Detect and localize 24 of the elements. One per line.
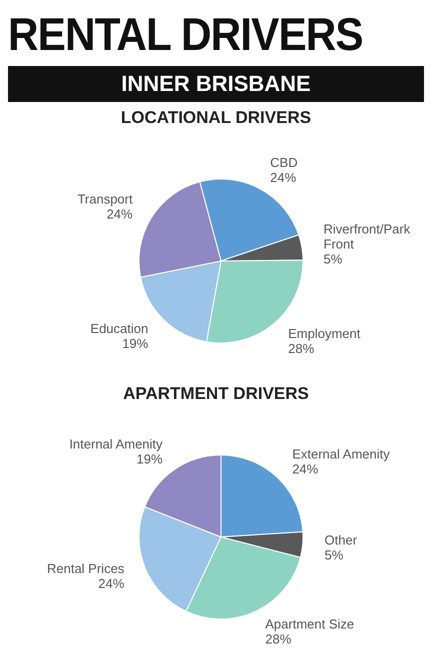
slice-label: Internal Amenity	[69, 436, 164, 452]
slice-label: Education	[90, 320, 148, 336]
slice-label: External Amenity	[292, 446, 390, 462]
data-label: 28%	[265, 632, 292, 647]
text: INNER BRISBANE	[8, 66, 424, 102]
data-label: 24%	[106, 206, 134, 222]
data-label: 24%	[98, 576, 125, 591]
data-label: 5%	[324, 547, 344, 562]
slice-label: Apartment Size	[265, 616, 354, 632]
slice-label: CBD	[270, 154, 298, 170]
slice-label: Rental Prices	[46, 560, 125, 576]
data-label: 19%	[122, 336, 149, 351]
chart-title: APARTMENT DRIVERS	[122, 384, 310, 404]
chart-title: LOCATIONAL DRIVERS	[120, 108, 312, 128]
slice-label: Riverfront/Park Front	[324, 222, 411, 252]
slice-label: Employment	[288, 326, 361, 341]
data-label: 5%	[324, 252, 343, 267]
slice-label: Transport	[77, 192, 133, 207]
data-label: 24%	[292, 462, 319, 477]
data-label: 28%	[288, 340, 315, 356]
data-label: 19%	[136, 451, 163, 466]
data-label: 24%	[270, 170, 297, 185]
slice-label: Other	[324, 532, 358, 548]
text: RENTAL DRIVERS	[8, 8, 364, 60]
